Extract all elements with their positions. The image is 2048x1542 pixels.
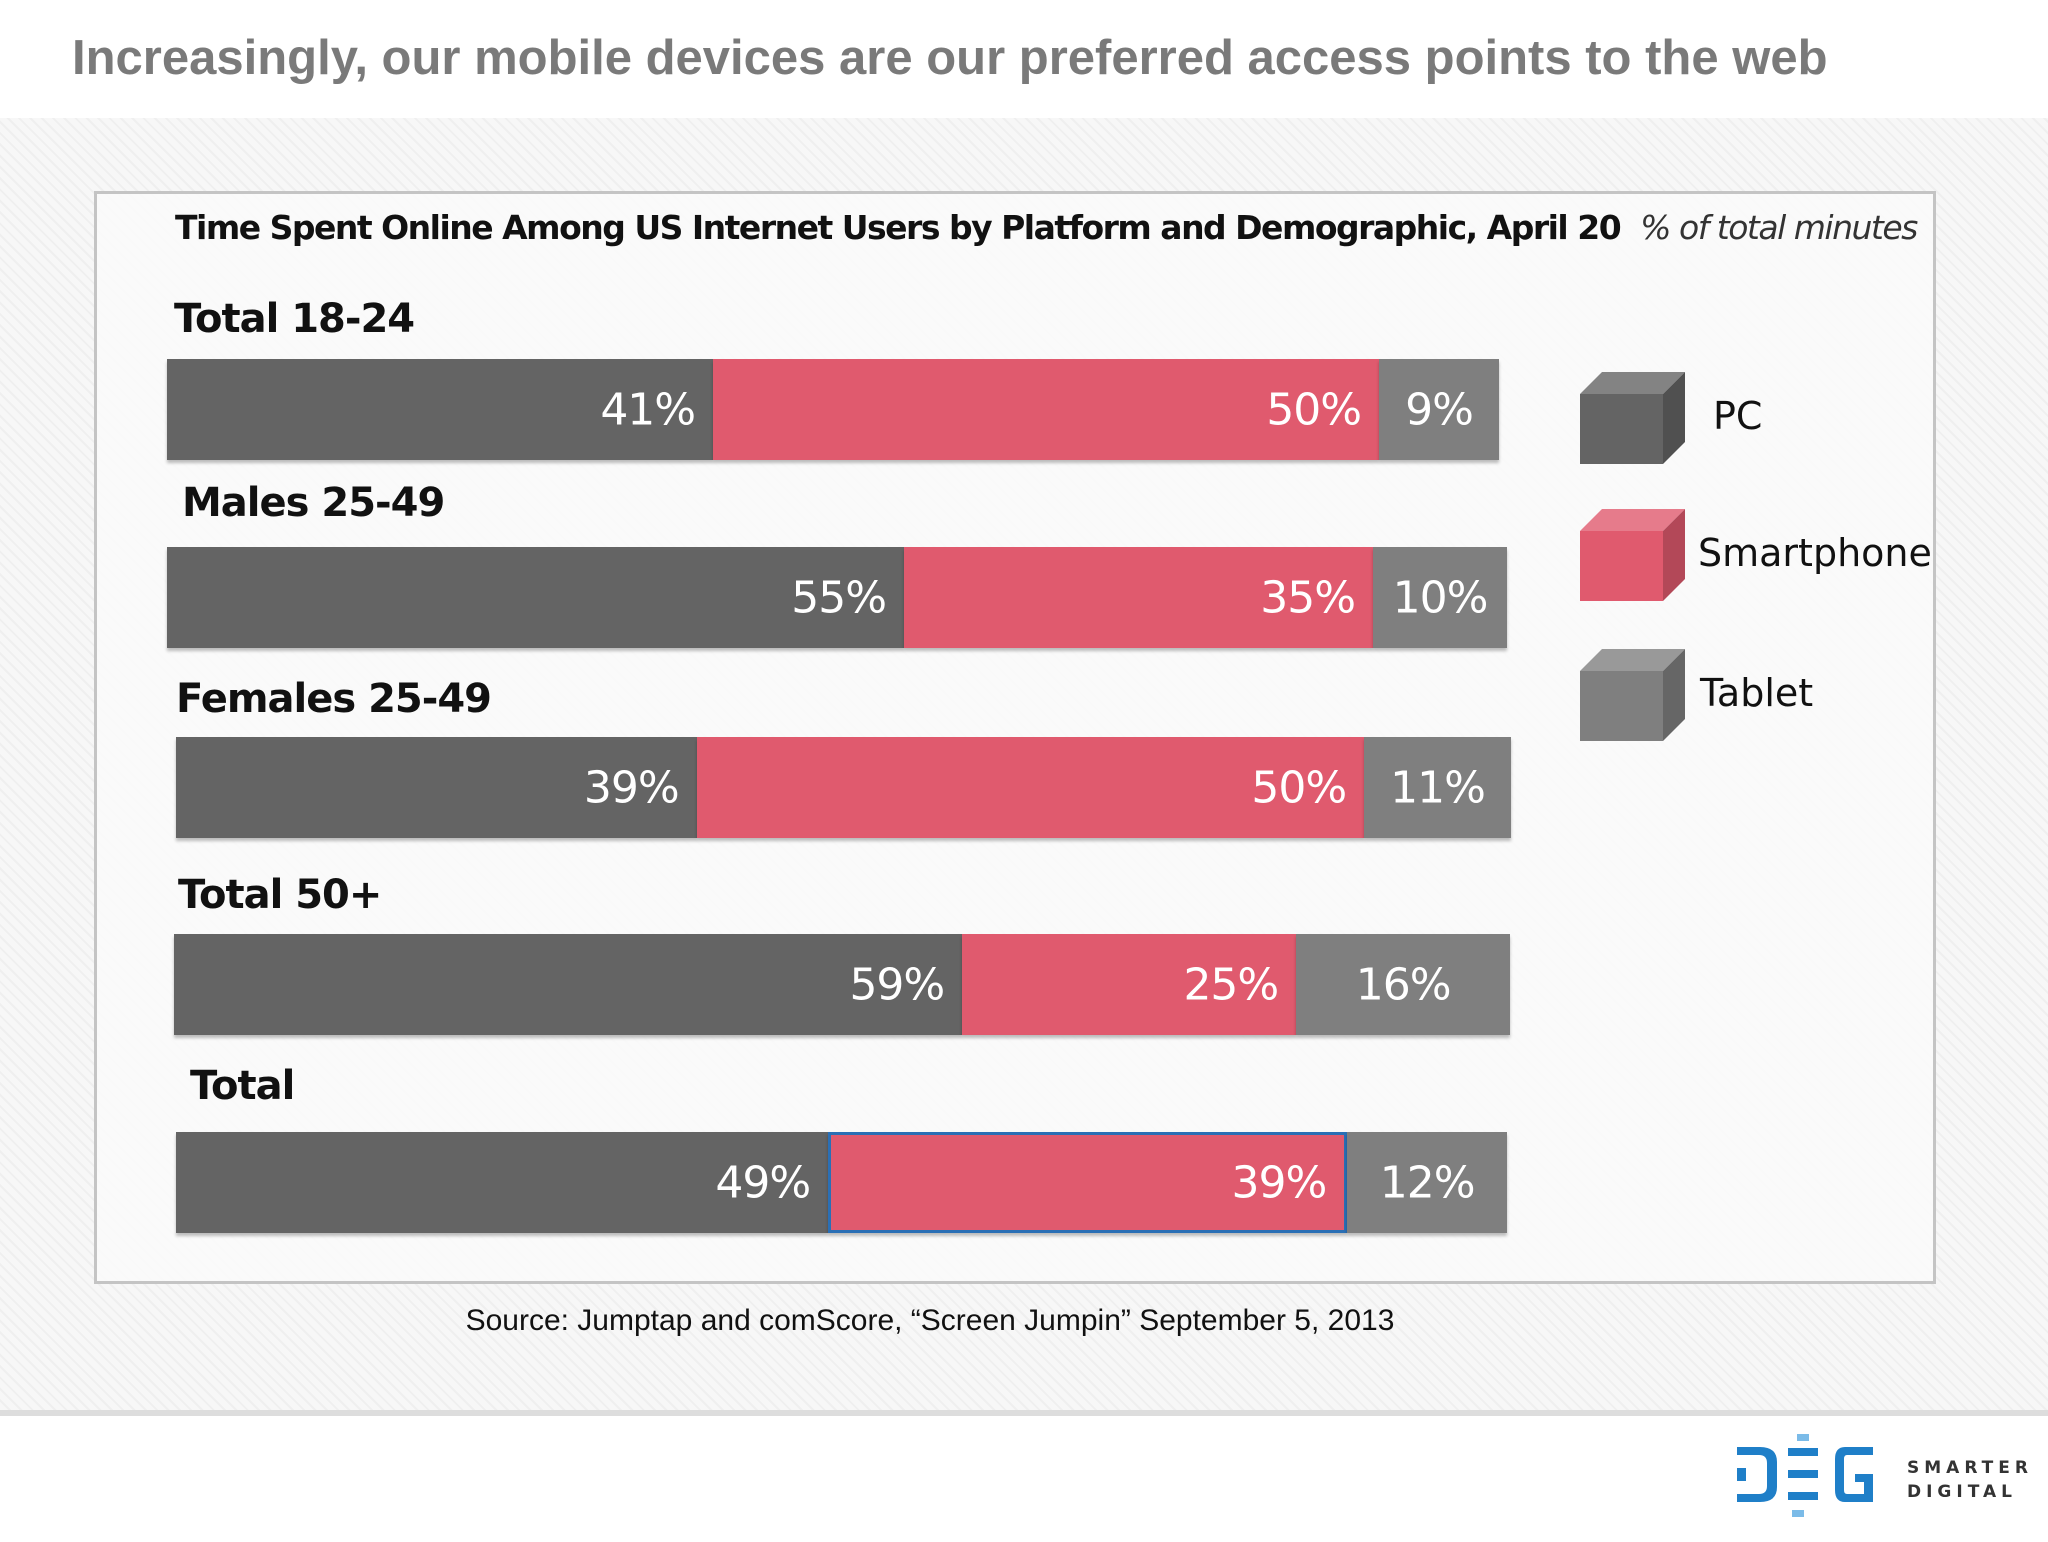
bar-segment-tablet: 10% — [1373, 547, 1507, 648]
bar-segment-pc: 39% — [176, 737, 697, 838]
bar-segment-smartphone: 39% — [828, 1132, 1348, 1233]
source-note: Source: Jumptap and comScore, “Screen Ju… — [465, 1304, 1395, 1337]
data-label: 39% — [583, 762, 680, 813]
data-label: 55% — [791, 572, 887, 623]
deg-logo — [1737, 1434, 1873, 1517]
bar-segment-smartphone: 50% — [713, 359, 1380, 460]
category-label: Females 25-49 — [176, 676, 492, 722]
bar-segment-pc: 49% — [176, 1132, 829, 1233]
bar-segment-pc: 59% — [174, 934, 963, 1035]
category-label: Total 50+ — [178, 872, 382, 918]
bar-segment-smartphone: 25% — [962, 934, 1297, 1035]
legend-swatch-tablet — [1580, 649, 1685, 741]
footer — [0, 1410, 2048, 1542]
data-label: 25% — [1183, 959, 1279, 1010]
bar-segment-smartphone: 50% — [696, 737, 1365, 838]
chart-title-text: Time Spent Online Among US Internet User… — [175, 208, 1622, 247]
legend-label: PC — [1713, 394, 1763, 438]
data-label: 10% — [1392, 572, 1489, 623]
header: Increasingly, our mobile devices are our… — [0, 0, 2048, 118]
tagline-line-1: SMARTER — [1907, 1458, 2033, 1478]
data-label: 16% — [1355, 959, 1452, 1010]
bar-segment-tablet: 16% — [1296, 934, 1510, 1035]
bar-segment-tablet: 11% — [1364, 737, 1511, 838]
legend-swatch-pc — [1580, 372, 1685, 464]
category-label: Males 25-49 — [182, 480, 445, 526]
data-label: 59% — [849, 959, 945, 1010]
data-label: 39% — [1231, 1157, 1327, 1208]
data-label: 41% — [600, 384, 696, 435]
bar-segment-tablet: 12% — [1347, 1132, 1507, 1233]
data-label: 50% — [1251, 762, 1347, 813]
data-label: 12% — [1379, 1157, 1476, 1208]
chart-title: Time Spent Online Among US Internet User… — [175, 208, 1918, 247]
legend-label: Tablet — [1700, 671, 1814, 715]
chart-subtitle: % of total minutes — [1640, 208, 1918, 247]
bar-segment-smartphone: 35% — [904, 547, 1373, 648]
legend-swatch-smartphone — [1580, 509, 1685, 601]
page-title: Increasingly, our mobile devices are our… — [72, 31, 1828, 85]
category-label: Total 18-24 — [174, 296, 415, 342]
data-label: 50% — [1266, 384, 1362, 435]
bar-segment-pc: 41% — [167, 359, 714, 460]
data-label: 9% — [1405, 384, 1474, 435]
bar-segment-tablet: 9% — [1379, 359, 1499, 460]
data-label: 35% — [1260, 572, 1356, 623]
category-label: Total — [190, 1063, 295, 1109]
legend-label: Smartphone — [1698, 531, 1932, 575]
logo-tagline: SMARTER DIGITAL — [1907, 1456, 2033, 1504]
bar-segment-pc: 55% — [167, 547, 904, 648]
data-label: 11% — [1390, 762, 1486, 813]
data-label: 49% — [715, 1157, 811, 1208]
tagline-line-2: DIGITAL — [1907, 1482, 2017, 1502]
